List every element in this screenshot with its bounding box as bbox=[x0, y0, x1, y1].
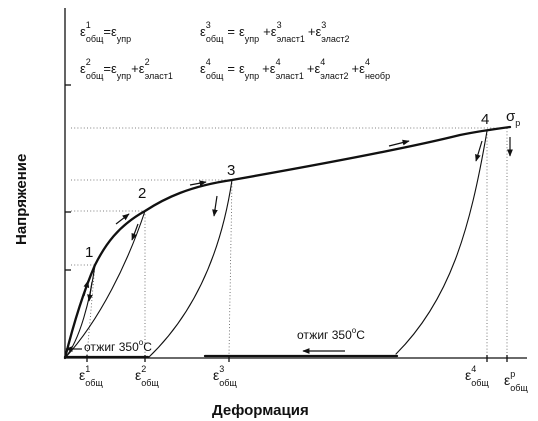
point-label-4: 4 bbox=[481, 111, 489, 128]
equation-1: ε1 общ=εупр bbox=[80, 20, 131, 44]
sigma-label: σр bbox=[506, 108, 520, 128]
unloading-curve-2 bbox=[64, 210, 146, 359]
x-tick-label-1: ε1 общ bbox=[79, 364, 103, 388]
arrow-right-3 bbox=[189, 180, 207, 187]
guide-line bbox=[86, 264, 96, 356]
arrow-down-4 bbox=[475, 140, 483, 162]
arrow-up-1 bbox=[83, 280, 90, 297]
guide-line bbox=[228, 179, 233, 356]
guide-lines bbox=[71, 127, 508, 356]
point-labels: 1 2 3 4 σр bbox=[85, 108, 520, 261]
direction-arrows bbox=[65, 137, 513, 354]
x-tick-labels: ε1 общ ε2 общ ε3 общ ε4 общ εр общ bbox=[79, 364, 528, 393]
x-tick-label-2: ε2 общ bbox=[135, 364, 159, 388]
anneal-labels: отжиг 350oC отжиг 350oC bbox=[84, 326, 365, 354]
x-tick-label-4: ε4 общ bbox=[465, 364, 489, 388]
arrow-down-1 bbox=[87, 281, 93, 302]
x-tick-label-3: ε3 общ bbox=[213, 364, 237, 388]
anneal-label-left: отжиг 350oC bbox=[84, 338, 152, 354]
unloading-curve-4 bbox=[395, 130, 488, 355]
point-label-3: 3 bbox=[227, 162, 235, 179]
anneal-label-right: отжиг 350oC bbox=[297, 326, 365, 342]
y-axis-title: Напряжение bbox=[13, 154, 30, 245]
unloading-curve-3 bbox=[147, 179, 233, 359]
point-label-2: 2 bbox=[138, 185, 146, 202]
equation-3: ε3 общ = εупр +ε3 эласт1 +ε3 эласт2 bbox=[200, 20, 350, 44]
equations: ε1 общ=εупр ε2 общ=εупр+ε2 эласт1 ε3 общ = εуп… bbox=[80, 20, 390, 81]
arrow-up-2 bbox=[115, 213, 130, 225]
equation-4: ε4 общ = εупр +ε4 эласт1 +ε4 эласт2 +ε4 необр bbox=[200, 57, 390, 81]
x-axis-title: Деформация bbox=[212, 402, 309, 419]
equation-2: ε2 общ=εупр+ε2 эласт1 bbox=[80, 57, 173, 81]
arrow-down-3 bbox=[212, 195, 218, 217]
loading-curve bbox=[63, 125, 512, 360]
arrow-down-2 bbox=[131, 223, 139, 241]
arrow-right-4 bbox=[388, 139, 410, 147]
curves bbox=[63, 125, 512, 360]
x-tick-label-p: εр общ bbox=[504, 369, 528, 393]
point-label-1: 1 bbox=[85, 244, 93, 261]
